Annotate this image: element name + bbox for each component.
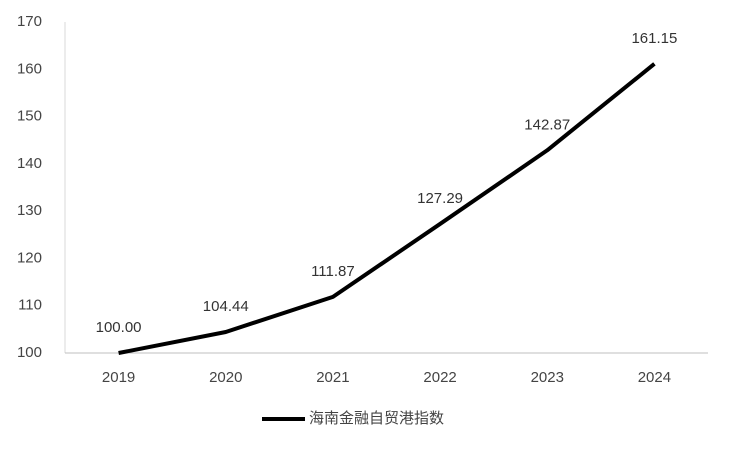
y-tick-label: 100 <box>17 344 42 361</box>
data-label: 142.87 <box>524 116 570 133</box>
y-tick-label: 150 <box>17 108 42 125</box>
data-label: 104.44 <box>203 298 249 315</box>
legend-label: 海南金融自贸港指数 <box>309 410 444 427</box>
data-label: 161.15 <box>631 30 677 47</box>
data-label: 111.87 <box>311 263 355 280</box>
x-tick-label: 2023 <box>531 369 564 386</box>
data-line <box>118 62 656 355</box>
y-tick-label: 140 <box>17 155 42 172</box>
y-tick-label: 110 <box>18 297 42 314</box>
data-label: 127.29 <box>417 190 463 207</box>
y-tick-label: 170 <box>17 13 42 30</box>
y-tick-label: 160 <box>17 60 42 77</box>
data-label: 100.00 <box>96 319 142 336</box>
x-tick-label: 2020 <box>209 369 242 386</box>
y-tick-label: 120 <box>17 249 42 266</box>
x-tick-label: 2021 <box>316 369 349 386</box>
x-tick-label: 2024 <box>638 369 671 386</box>
y-tick-label: 130 <box>17 202 42 219</box>
x-tick-label: 2022 <box>423 369 456 386</box>
x-tick-label: 2019 <box>102 369 135 386</box>
